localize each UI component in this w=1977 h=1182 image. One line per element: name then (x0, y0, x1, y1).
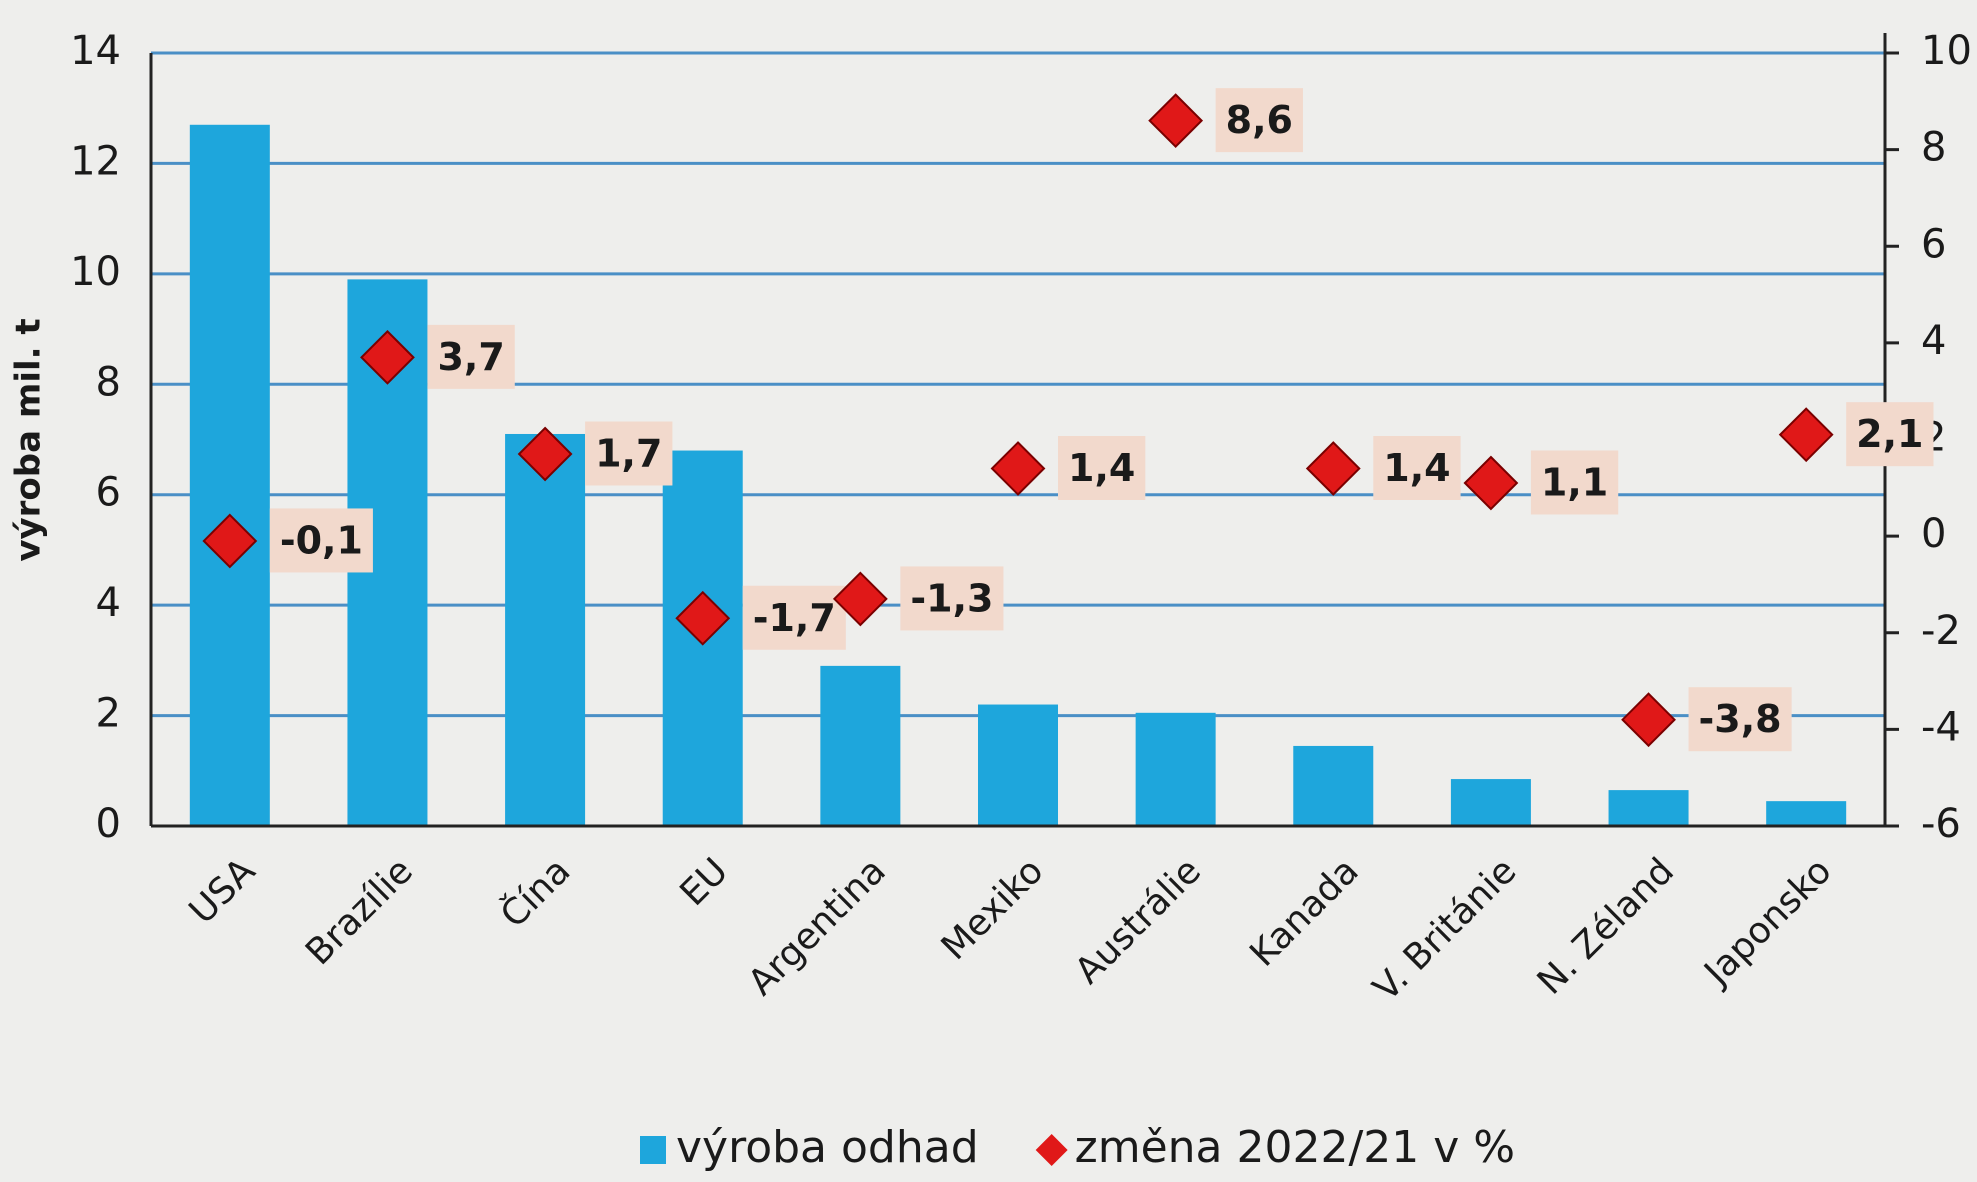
value-label-bg (1846, 402, 1934, 467)
y-axis-label: výroba mil. t (9, 318, 49, 561)
diamond-marker (360, 329, 415, 385)
value-label-bg (1215, 88, 1303, 153)
y2-tick-label: -4 (1921, 704, 1961, 750)
value-label-bg (1688, 687, 1792, 752)
y-tick-label: 12 (70, 138, 121, 184)
y2-tick-label: 4 (1921, 318, 1946, 364)
value-label-bg (1058, 435, 1146, 500)
value-label: 1,4 (1068, 446, 1135, 490)
y-tick-label: 6 (96, 470, 121, 516)
legend-label: změna 2022/21 v % (1075, 1122, 1515, 1173)
y-tick-label: 0 (96, 801, 121, 847)
diamond-marker (1778, 407, 1834, 463)
diamond-marker (517, 426, 573, 482)
value-label: 1,1 (1541, 460, 1608, 504)
value-label: -1,3 (910, 576, 993, 620)
y2-tick-label: -6 (1921, 801, 1961, 847)
y-tick-label: 2 (96, 691, 121, 737)
y-tick-label: 4 (96, 580, 121, 626)
y2-tick-label: 10 (1921, 28, 1972, 74)
value-label: -1,7 (753, 596, 836, 640)
diamond-marker (1305, 441, 1361, 496)
diamond-marker (990, 441, 1046, 496)
diamond-marker (832, 571, 888, 627)
y2-tick-label: 0 (1921, 511, 1946, 557)
legend-label: výroba odhad (676, 1122, 979, 1173)
value-label: 8,6 (1226, 98, 1293, 142)
value-label: -3,8 (1699, 697, 1782, 741)
value-label-bg (427, 324, 515, 389)
bar (1293, 745, 1374, 826)
value-label: 2,1 (1856, 412, 1923, 456)
y-tick-label: 8 (96, 359, 121, 405)
diamond-marker (1463, 455, 1519, 511)
value-label-bg (1373, 435, 1461, 500)
bar (1608, 790, 1689, 826)
value-label: 3,7 (437, 335, 504, 379)
value-label: 1,4 (1383, 446, 1450, 490)
y-tick-label: 14 (70, 28, 121, 74)
legend-swatch (640, 1136, 666, 1164)
y2-tick-label: 8 (1921, 125, 1946, 171)
value-label-bg (900, 566, 1004, 631)
diamond-marker (1621, 692, 1676, 748)
bar (505, 433, 586, 826)
bar (820, 665, 901, 826)
bar (189, 124, 270, 827)
diamond-marker (675, 590, 731, 646)
y2-tick-label: -2 (1921, 608, 1961, 654)
diamond-marker (1148, 93, 1204, 149)
y2-tick-label: 6 (1921, 221, 1946, 267)
value-label-bg (269, 508, 373, 573)
diamond-marker (202, 513, 258, 569)
value-label: 1,7 (595, 431, 662, 475)
y-tick-label: 10 (70, 249, 121, 295)
bar (1135, 712, 1216, 826)
value-label-bg (1530, 450, 1619, 515)
bar (1450, 779, 1531, 826)
value-label: -0,1 (280, 518, 363, 562)
bar (978, 704, 1058, 826)
value-label-bg (585, 421, 673, 486)
bar (1766, 801, 1847, 826)
legend-swatch (1035, 1134, 1068, 1166)
value-label-bg (742, 585, 846, 650)
